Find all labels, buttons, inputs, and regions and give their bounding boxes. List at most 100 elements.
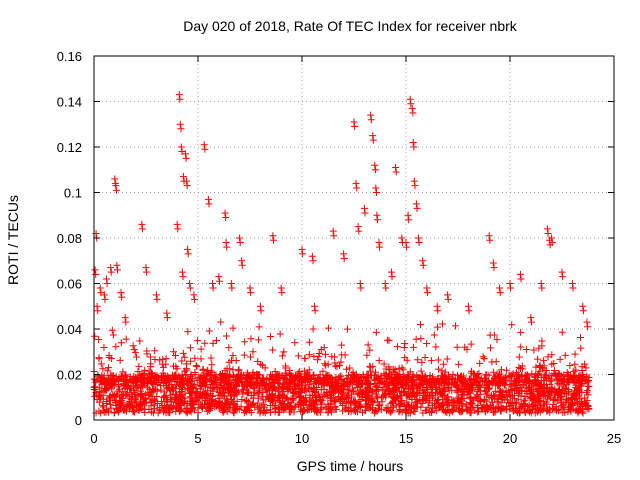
- data-point: [449, 374, 457, 382]
- data-point: [225, 344, 233, 352]
- data-point: [537, 280, 545, 287]
- data-point: [163, 309, 171, 317]
- data-point: [97, 388, 105, 396]
- data-point: [367, 116, 375, 124]
- data-point: [578, 380, 586, 388]
- data-point: [171, 351, 179, 359]
- data-point: [348, 390, 356, 398]
- data-point: [536, 383, 544, 391]
- data-point: [342, 365, 350, 373]
- data-point: [289, 396, 297, 404]
- data-point: [158, 360, 166, 368]
- data-point: [255, 371, 263, 379]
- data-point: [238, 395, 246, 403]
- data-point: [160, 393, 168, 401]
- data-point: [255, 388, 263, 396]
- data-point: [232, 386, 240, 394]
- data-point: [479, 353, 487, 361]
- data-point: [531, 379, 539, 387]
- data-point: [321, 391, 329, 399]
- data-point: [302, 384, 310, 392]
- data-point: [127, 384, 135, 392]
- data-point: [359, 408, 366, 416]
- data-point: [148, 370, 156, 378]
- data-point: [110, 380, 118, 388]
- data-point: [544, 229, 552, 237]
- data-point: [222, 239, 230, 247]
- data-point: [333, 385, 341, 393]
- data-point: [584, 323, 592, 331]
- data-point: [481, 407, 489, 415]
- data-point: [102, 275, 110, 283]
- data-point: [452, 380, 460, 388]
- data-point: [486, 344, 494, 352]
- data-point: [534, 355, 542, 363]
- data-point: [418, 358, 426, 366]
- data-point: [105, 364, 113, 372]
- data-point: [458, 391, 466, 399]
- data-point: [250, 383, 258, 391]
- data-point: [100, 344, 108, 352]
- data-point: [523, 373, 531, 381]
- data-point: [418, 372, 426, 380]
- data-point: [560, 371, 568, 379]
- data-point: [115, 380, 123, 388]
- data-point: [243, 386, 251, 394]
- data-point: [397, 380, 405, 388]
- data-point: [95, 392, 103, 400]
- data-point: [106, 393, 114, 401]
- data-point: [487, 404, 495, 412]
- data-point: [98, 374, 106, 382]
- data-point: [578, 402, 586, 410]
- data-point: [131, 348, 139, 356]
- data-point: [407, 405, 415, 413]
- data-point: [520, 397, 528, 405]
- data-point: [458, 405, 466, 413]
- data-point: [336, 373, 344, 381]
- data-point: [110, 376, 118, 384]
- data-point: [151, 355, 159, 363]
- data-point: [443, 393, 451, 401]
- data-point: [389, 397, 397, 405]
- data-point: [452, 322, 460, 330]
- data-point: [128, 399, 136, 407]
- data-point: [179, 398, 187, 406]
- data-point: [408, 104, 416, 112]
- data-point: [486, 236, 494, 244]
- data-point: [441, 368, 449, 376]
- data-point: [265, 380, 273, 388]
- data-point: [398, 234, 406, 242]
- data-point: [99, 365, 107, 373]
- data-point: [419, 261, 427, 269]
- data-point: [120, 382, 128, 390]
- data-point: [192, 362, 200, 370]
- data-point: [411, 407, 419, 415]
- data-point: [170, 348, 178, 356]
- data-point: [122, 391, 130, 399]
- data-point: [531, 402, 539, 410]
- data-point: [422, 406, 430, 414]
- data-point: [181, 353, 189, 361]
- data-point: [567, 399, 575, 407]
- data-point: [376, 402, 384, 410]
- data-point: [444, 295, 452, 303]
- data-point: [208, 381, 216, 389]
- data-point: [368, 372, 376, 380]
- data-point: [279, 375, 287, 383]
- data-point: [508, 401, 516, 409]
- data-point: [205, 369, 213, 377]
- data-point: [394, 383, 402, 391]
- data-point: [409, 385, 417, 393]
- data-point: [408, 393, 416, 401]
- data-point: [175, 372, 183, 380]
- data-point: [360, 204, 368, 212]
- data-point: [147, 379, 155, 387]
- data-point: [243, 397, 251, 405]
- data-point: [419, 257, 427, 265]
- data-point: [488, 358, 496, 366]
- data-point: [535, 370, 543, 378]
- data-point: [372, 390, 380, 398]
- data-point: [176, 120, 184, 128]
- data-point: [296, 368, 304, 376]
- data-point: [557, 375, 565, 383]
